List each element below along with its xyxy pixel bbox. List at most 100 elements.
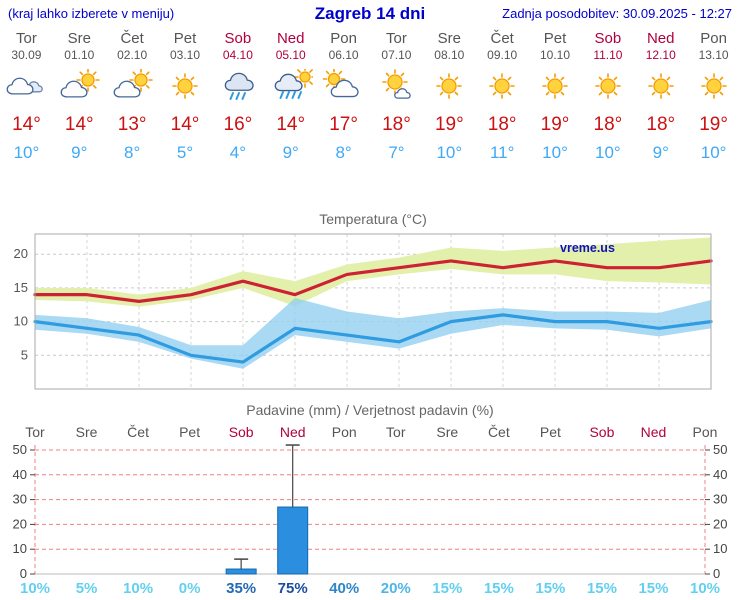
cloudy-weather-icon (0, 69, 53, 109)
day-date: 03.10 (169, 48, 201, 62)
day-column: Pon 06.10 17° 8° (317, 30, 370, 163)
high-temp: 18° (646, 114, 676, 135)
forecast-day-strip: Tor 30.09 14° 10° Sre 01.10 14° 9° Čet 02.10 13° 8°… (0, 30, 740, 163)
day-column: Sob 04.10 16° 4° (211, 30, 264, 163)
sunny-weather-icon (476, 69, 529, 109)
precip-probability-label: 15% (535, 580, 565, 597)
day-name: Pet (173, 30, 197, 47)
day-name: Sre (67, 30, 91, 47)
day-name: Čet (490, 30, 514, 47)
low-temp: 10° (542, 143, 568, 162)
high-temp: 14° (64, 114, 94, 135)
day-date: 13.10 (698, 48, 729, 62)
precip-day-label: Tor (25, 424, 45, 440)
precip-day-label: Ned (641, 424, 667, 440)
temperature-chart: Temperatura (°C) 5 10 15 20 vreme.us (14, 211, 713, 390)
sunny-weather-icon (687, 69, 740, 109)
day-name: Tor (386, 30, 407, 47)
precip-day-label: Ned (280, 424, 306, 440)
precip-probability-label: 35% (226, 580, 256, 597)
precip-chart-title: Padavine (mm) / Verjetnost padavin (%) (246, 402, 493, 418)
menu-hint: (kraj lahko izberete v meniju) (8, 6, 175, 21)
precip-ytick-right: 30 (713, 492, 727, 507)
day-date: 09.10 (487, 48, 518, 62)
high-temp: 17° (329, 114, 358, 135)
precip-probability-label: 15% (484, 580, 514, 597)
low-temp: 8° (335, 143, 352, 162)
partly-weather-icon (53, 68, 106, 109)
temp-ytick-label: 10 (14, 314, 28, 329)
sunny-weather-icon (634, 69, 687, 109)
precip-day-label: Pet (540, 424, 561, 440)
day-column: Pet 03.10 14° 5° (159, 30, 212, 163)
sunny-weather-icon (159, 69, 212, 109)
day-column: Čet 09.10 18° 11° (476, 30, 529, 163)
low-temp: 10° (436, 143, 463, 162)
high-temp: 16° (223, 114, 253, 135)
high-temp: 19° (699, 114, 728, 135)
day-name: Čet (120, 30, 144, 47)
mostly-sunny-weather-icon (370, 69, 423, 109)
day-column: Pet 10.10 19° 10° (529, 30, 582, 163)
day-column: Pon 13.10 19° 10° (687, 30, 740, 163)
precip-probability-label: 15% (587, 580, 617, 597)
low-temp: 11° (489, 143, 515, 162)
low-temp: 10° (595, 143, 621, 162)
low-temp: 9° (282, 143, 299, 162)
page-title: Zagreb 14 dni (314, 4, 426, 23)
low-temp: 5° (176, 143, 194, 162)
day-column: Čet 02.10 13° 8° (106, 30, 159, 163)
day-date: 08.10 (434, 48, 465, 62)
precip-probability-label: 40% (329, 580, 359, 597)
day-date: 02.10 (117, 48, 148, 62)
day-name: Sob (224, 30, 252, 47)
low-temp: 9° (652, 143, 669, 162)
day-column: Ned 12.10 18° 9° (634, 30, 687, 163)
low-temp: 7° (388, 143, 405, 162)
precip-day-label: Sob (229, 424, 254, 440)
high-temp: 18° (593, 114, 623, 135)
day-name: Ned (646, 30, 675, 47)
day-name: Pon (700, 30, 727, 47)
day-column: Sre 08.10 19° 10° (423, 30, 476, 163)
min temperature-band (35, 298, 711, 369)
day-name: Sob (594, 30, 622, 47)
precip-ytick-left: 30 (13, 492, 27, 507)
precip-bar (277, 506, 309, 575)
precip-day-label: Tor (386, 424, 406, 440)
sunny-weather-icon (581, 69, 634, 109)
day-name: Sre (437, 30, 461, 47)
precip-bar (225, 568, 257, 575)
high-temp: 19° (540, 114, 570, 135)
precip-ytick-left: 0 (20, 566, 27, 581)
rain-weather-icon (211, 69, 264, 109)
day-name: Tor (16, 30, 37, 47)
low-temp: 8° (124, 143, 141, 162)
precip-day-label: Čet (488, 424, 510, 440)
day-date: 12.10 (645, 48, 676, 62)
temp-chart-title: Temperatura (°C) (319, 211, 427, 227)
day-column: Tor 30.09 14° 10° (0, 30, 53, 163)
precip-probability-label: 10% (20, 580, 50, 597)
sunny-weather-icon (423, 69, 476, 109)
high-temp: 18° (487, 114, 517, 135)
precip-probability-label: 15% (638, 580, 668, 597)
precip-day-label: Pet (179, 424, 200, 440)
day-name: Pet (543, 30, 567, 47)
high-temp: 14° (170, 114, 200, 135)
precip-ytick-right: 0 (713, 566, 720, 581)
day-date: 11.10 (593, 48, 623, 62)
low-temp: 10° (13, 143, 40, 162)
day-name: Pon (330, 30, 357, 47)
rain-sun-weather-icon (264, 66, 317, 109)
precip-probability-label: 10% (690, 580, 720, 597)
partly-weather-icon (106, 68, 159, 109)
mostly-cloudy-weather-icon (317, 67, 370, 109)
precip-day-label: Pon (332, 424, 357, 440)
max temperature-line (33, 259, 713, 303)
precip-day-label: Sob (589, 424, 614, 440)
high-temp: 13° (117, 114, 147, 135)
watermark-link[interactable]: vreme.us (560, 241, 615, 255)
day-column: Sob 11.10 18° 10° (581, 30, 634, 163)
last-update: Zadnja posodobitev: 30.09.2025 - 12:27 (502, 6, 732, 21)
